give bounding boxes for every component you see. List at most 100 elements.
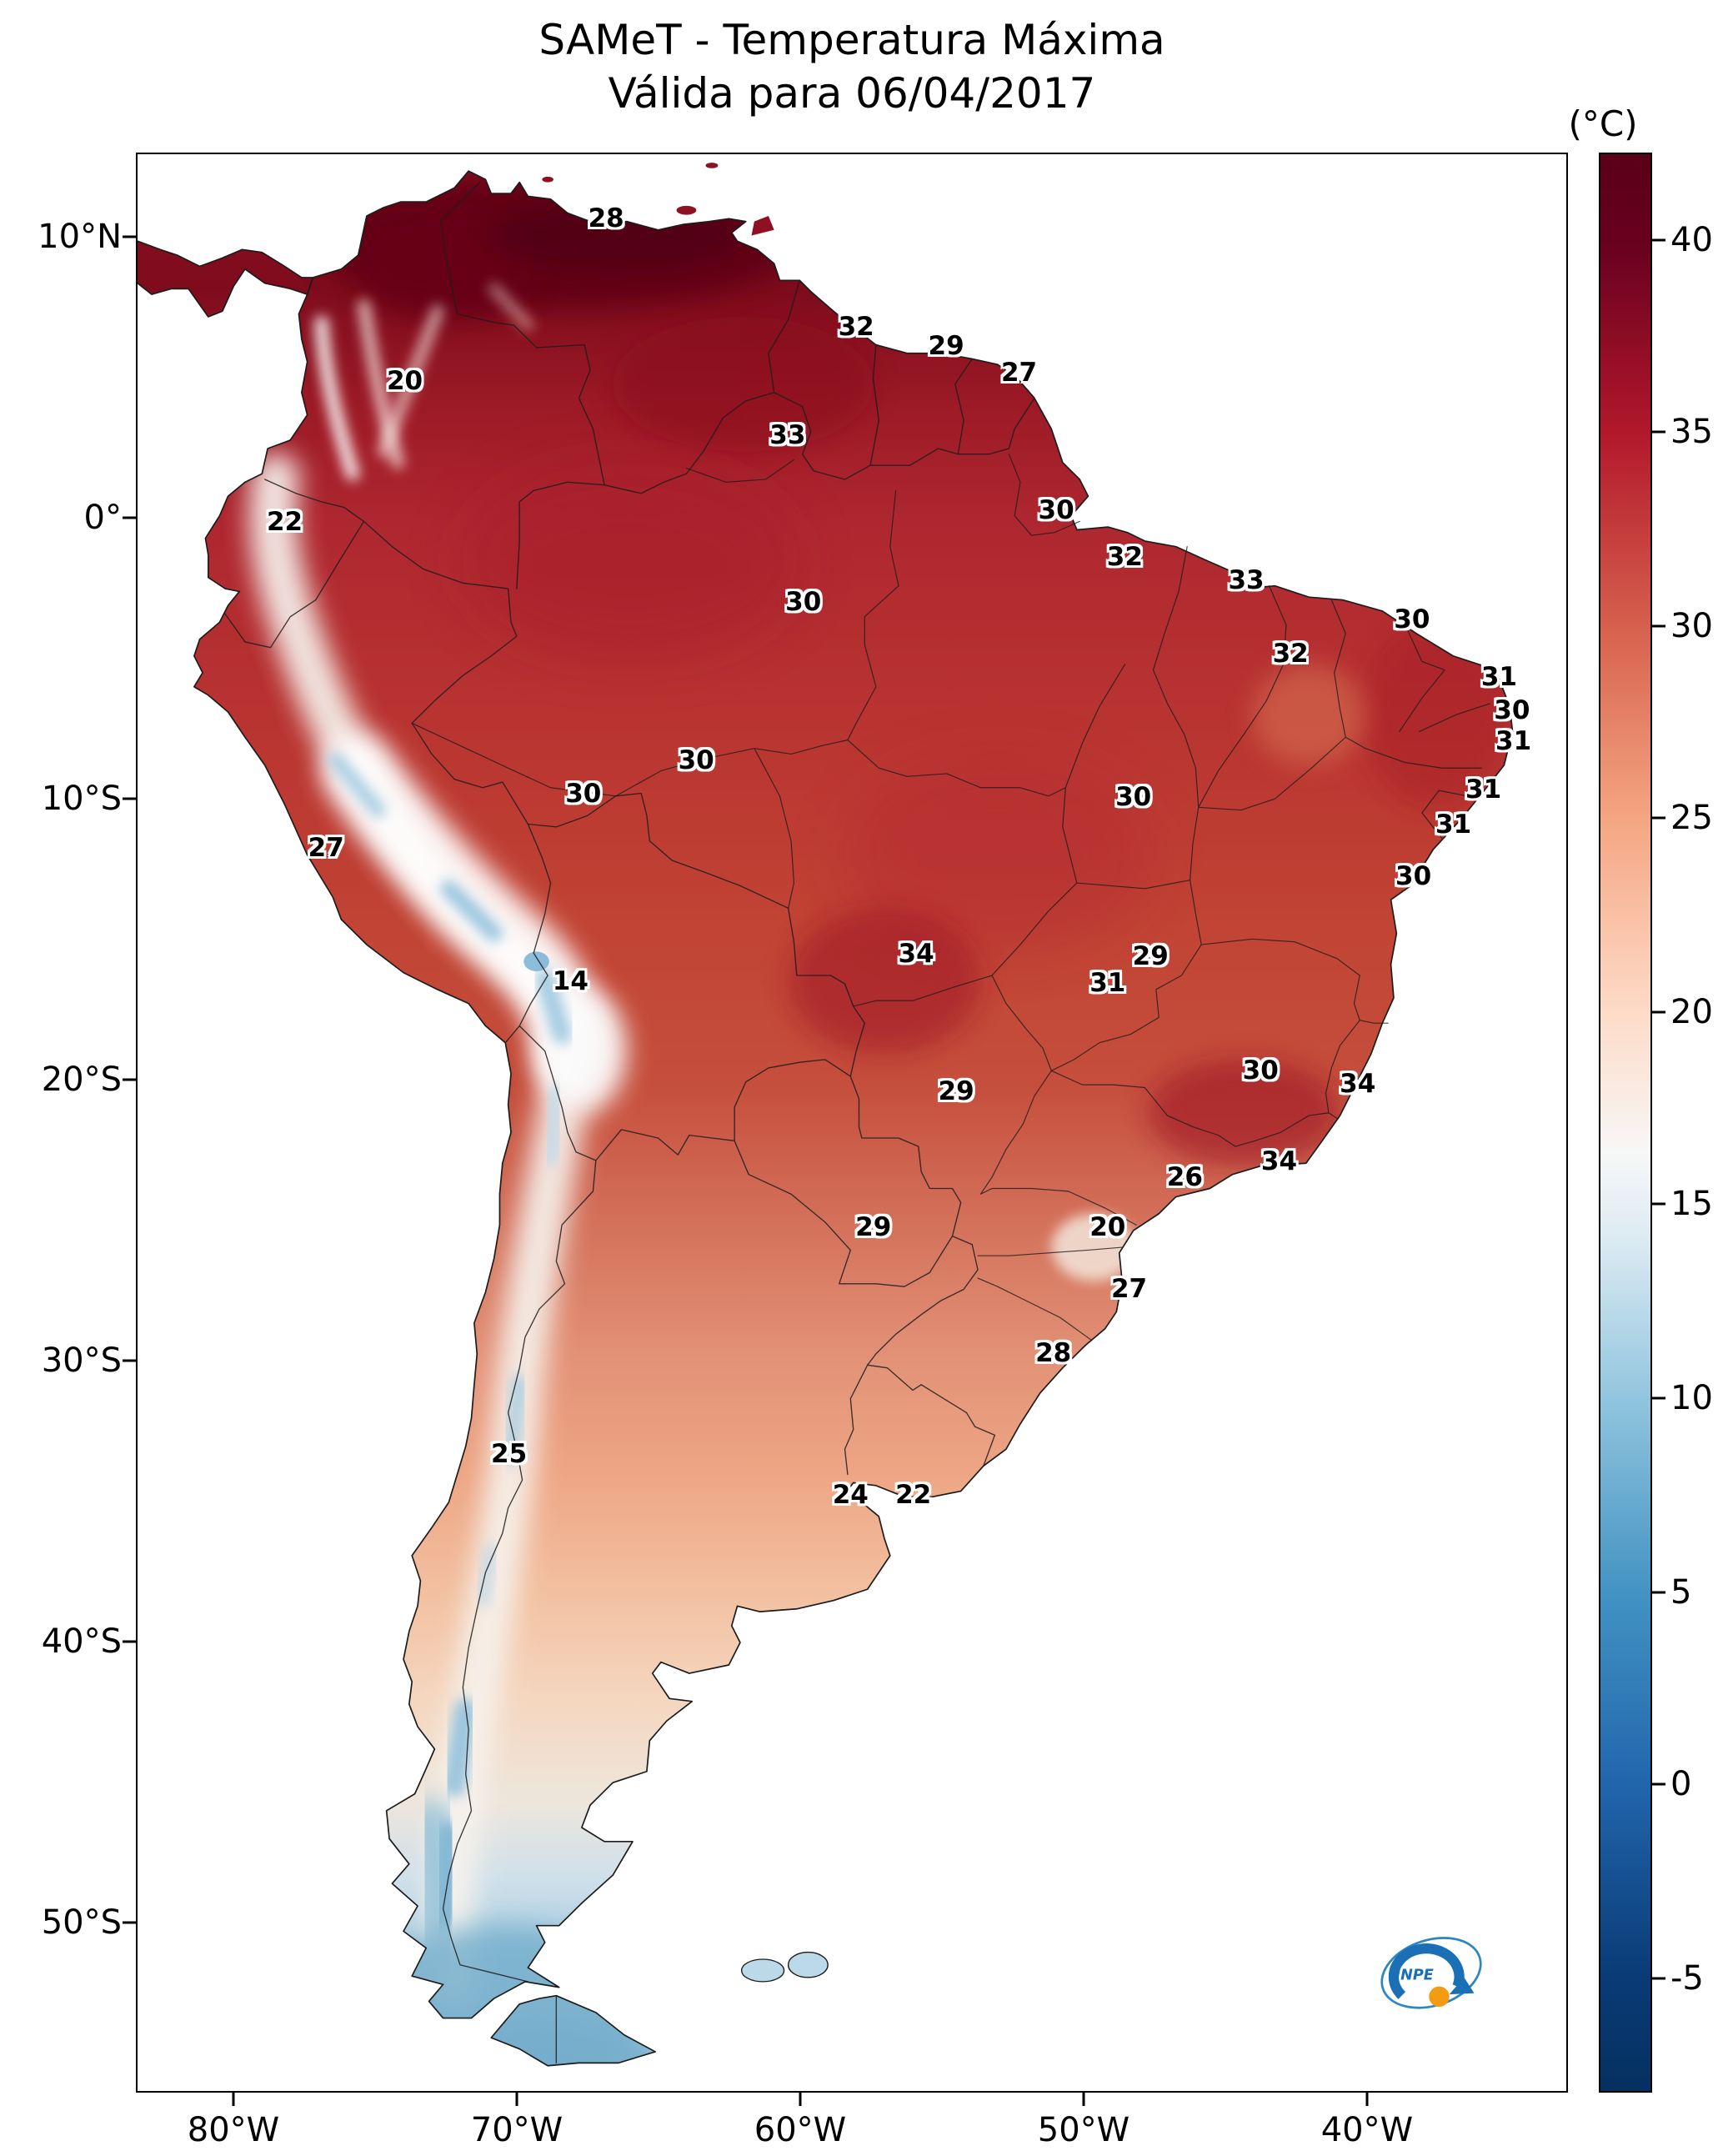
lat-tickmark: [123, 797, 136, 800]
colorbar-labels: 40 35 30 25 20 15 10 5 0 -5: [1670, 153, 1722, 2093]
colorbar-tickmark: [1652, 430, 1665, 434]
station-temperature: 32: [838, 311, 874, 342]
station-temperature: 30: [1038, 495, 1074, 526]
station-temperature: 30: [565, 778, 602, 809]
station-temperature: 28: [588, 203, 624, 233]
caribbean-islands: [542, 163, 774, 236]
lat-tick-label: 20°S: [41, 1060, 122, 1099]
station-temperature: 34: [1340, 1069, 1376, 1100]
lat-tickmark: [123, 235, 136, 238]
orange-dot-icon: [1428, 1986, 1450, 2007]
inpe-logo: INPE: [1374, 1921, 1489, 2023]
station-temperature: 14: [552, 965, 589, 996]
station-temperature: 27: [308, 832, 344, 863]
station-temperature: 31: [1435, 809, 1472, 840]
colorbar-tickmark: [1652, 1202, 1665, 1206]
colorbar-tickmark: [1652, 624, 1665, 628]
lat-tick-label: 30°S: [41, 1341, 122, 1381]
colorbar-tick-label: 10: [1670, 1378, 1713, 1417]
lon-tickmarks: [136, 2093, 1568, 2106]
station-temperature: 31: [1465, 774, 1502, 805]
station-temperature: 30: [785, 586, 822, 617]
station-temperature: 32: [1272, 639, 1309, 669]
lon-axis: 80°W 70°W 60°W 50°W 40°W: [136, 2106, 1568, 2156]
lon-tickmark: [232, 2093, 235, 2106]
station-temperature: 29: [938, 1076, 974, 1107]
colorbar-unit-label: (°C): [1568, 103, 1638, 144]
colorbar-tickmark: [1652, 1782, 1665, 1786]
station-temperature: 27: [1110, 1274, 1148, 1305]
lat-tick-label: 40°S: [41, 1622, 122, 1661]
lat-tick-label: 0°: [83, 498, 122, 537]
falkland-islands: [740, 1951, 829, 1983]
station-temperature: 30: [1115, 782, 1152, 813]
station-temperature: 26: [1166, 1161, 1203, 1192]
lat-tickmarks: [123, 153, 136, 2093]
lat-tickmark: [123, 516, 136, 519]
station-temperature: 30: [1395, 861, 1432, 892]
lon-tick-label: 40°W: [1320, 2111, 1414, 2149]
lon-tickmark: [799, 2093, 802, 2106]
station-temperature: 29: [855, 1211, 892, 1242]
colorbar-tickmark: [1652, 816, 1665, 820]
inpe-logo-graphic: INPE: [1380, 1936, 1482, 2009]
colorbar-tick-label: 40: [1670, 220, 1713, 259]
station-temperature: 29: [1132, 940, 1169, 971]
lon-tickmark: [515, 2093, 518, 2106]
chart-subtitle: Válida para 06/04/2017: [608, 69, 1096, 118]
colorbar-tick-label: 20: [1670, 992, 1713, 1031]
colorbar-tickmark: [1652, 1010, 1665, 1014]
swirl-arrow-icon: [1388, 1943, 1465, 1999]
country-borders: [224, 181, 1035, 2064]
colorbar-tick-label: 5: [1670, 1572, 1692, 1612]
station-temperature: 33: [1228, 565, 1265, 596]
colorbar-tick-label: 0: [1670, 1765, 1692, 1803]
lon-tick-label: 50°W: [1037, 2111, 1130, 2149]
colorbar-tickmark: [1652, 1977, 1665, 1980]
lat-tickmark: [123, 1640, 136, 1643]
colorbar-gradient: [1599, 153, 1652, 2093]
station-temperature: 30: [678, 745, 714, 776]
colorbar-tickmark: [1652, 238, 1665, 242]
station-temperature: 31: [1495, 725, 1532, 756]
lat-tickmark: [123, 1078, 136, 1081]
lon-tickmark: [1365, 2093, 1369, 2106]
lat-tick-label: 50°S: [41, 1903, 122, 1942]
lat-tick-label: 10°N: [38, 217, 122, 256]
lon-tick-label: 60°W: [754, 2111, 847, 2149]
colorbar-tick-label: -5: [1670, 1958, 1704, 1998]
chart-title-block: SAMeT - Temperatura Máxima Válida para 0…: [136, 13, 1568, 120]
station-temperature: 30: [1494, 694, 1530, 725]
lat-tick-label: 10°S: [41, 779, 122, 818]
station-temperature: 20: [1089, 1211, 1126, 1242]
station-temperature: 22: [895, 1479, 932, 1510]
lat-axis: 10°N 0° 10°S 20°S 30°S 40°S 50°S: [0, 153, 122, 2093]
chart-title: SAMeT - Temperatura Máxima: [538, 16, 1165, 64]
colorbar-tick-label: 35: [1670, 413, 1713, 452]
station-temperature: 22: [266, 507, 303, 538]
station-temperature: 30: [1394, 604, 1430, 634]
lon-tick-label: 70°W: [470, 2111, 563, 2149]
lon-tick-label: 80°W: [187, 2111, 280, 2149]
station-temperature: 25: [491, 1438, 528, 1469]
station-temperature: 33: [769, 419, 806, 450]
station-temperature: 32: [1106, 542, 1143, 573]
station-temperature: 27: [1000, 358, 1038, 389]
colorbar-tickmark: [1652, 1591, 1665, 1594]
colorbar-tickmark: [1652, 1396, 1665, 1400]
lat-tickmark: [123, 1359, 136, 1362]
coastline: [138, 170, 1514, 2067]
station-temperature: 28: [1035, 1337, 1072, 1368]
station-temperature: 34: [1260, 1146, 1298, 1176]
colorbar-tick-label: 30: [1670, 606, 1713, 645]
station-temperature: 31: [1089, 968, 1126, 999]
station-temperature: 34: [898, 939, 934, 970]
station-temperature: 30: [1242, 1055, 1279, 1086]
map-plot-area: 28 20 32 29 27 33 22 30 32 33 30 30 32 31 30 31 30 30 30 31…: [136, 153, 1568, 2093]
station-temperature: 24: [832, 1479, 869, 1510]
colorbar-tick-label: 15: [1670, 1185, 1713, 1224]
lon-tickmark: [1082, 2093, 1085, 2106]
inpe-logo-text: INPE: [1395, 1967, 1433, 1983]
station-layer: 28 20 32 29 27 33 22 30 32 33 30 30 32 31 30 31 30 30 30 31…: [138, 154, 1566, 2091]
